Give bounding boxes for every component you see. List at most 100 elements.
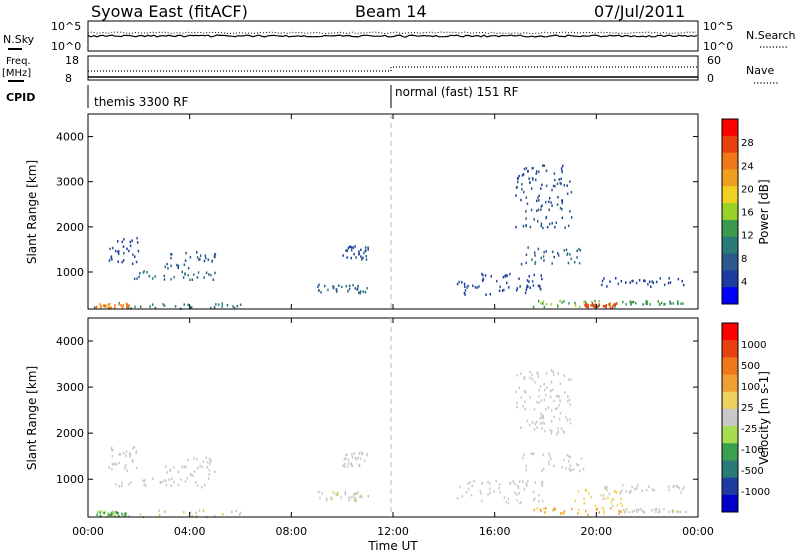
scatter-cell xyxy=(357,463,360,467)
scatter-cell xyxy=(533,508,535,512)
power-y-label: Slant Range [km] xyxy=(25,160,39,264)
scatter-cell xyxy=(646,302,648,306)
scatter-cell xyxy=(643,511,646,514)
scatter-cell xyxy=(358,252,360,255)
scatter-cell xyxy=(135,451,137,455)
scatter-cell xyxy=(520,396,522,399)
scatter-cell xyxy=(610,501,613,504)
scatter-cell xyxy=(367,246,369,249)
scatter-cell xyxy=(680,302,682,305)
scatter-cell xyxy=(606,488,608,492)
scatter-cell xyxy=(125,450,128,453)
scatter-cell xyxy=(133,445,135,449)
scatter-cell xyxy=(187,303,189,307)
scatter-cell xyxy=(118,250,120,253)
scatter-cell xyxy=(576,463,578,466)
scatter-cell xyxy=(518,277,520,280)
scatter-cell xyxy=(133,277,136,281)
scatter-cell xyxy=(126,469,128,473)
colorbar-segment xyxy=(722,374,738,393)
scatter-cell xyxy=(532,305,535,309)
scatter-cell xyxy=(584,300,587,304)
scatter-cell xyxy=(171,253,173,256)
scatter-cell xyxy=(337,492,339,495)
scatter-cell xyxy=(550,389,552,392)
scatter-cell xyxy=(572,468,575,471)
scatter-cell xyxy=(338,284,340,287)
scatter-cell xyxy=(538,170,540,174)
scatter-cell xyxy=(569,422,572,425)
scatter-cell xyxy=(232,305,234,308)
scatter-cell xyxy=(590,495,592,499)
scatter-cell xyxy=(214,470,216,473)
scatter-cell xyxy=(561,512,564,516)
scatter-cell xyxy=(351,456,354,459)
scatter-cell xyxy=(347,290,349,293)
scatter-cell xyxy=(530,452,532,455)
scatter-cell xyxy=(614,490,617,494)
scatter-cell xyxy=(195,514,198,518)
scatter-cell xyxy=(622,300,624,304)
scatter-cell xyxy=(344,462,346,466)
scatter-cell xyxy=(545,216,547,220)
scatter-cell xyxy=(641,489,643,493)
scatter-cell xyxy=(499,483,501,486)
scatter-cell xyxy=(193,457,195,460)
scatter-cell xyxy=(534,262,536,265)
scatter-cell xyxy=(456,282,459,286)
scatter-cell xyxy=(629,281,631,284)
scatter-cell xyxy=(355,499,357,502)
scatter-cell xyxy=(231,510,233,514)
scatter-cell xyxy=(212,278,215,281)
scatter-cell xyxy=(336,493,338,497)
scatter-cell xyxy=(121,306,124,310)
scatter-cell xyxy=(110,511,113,515)
scatter-cell xyxy=(200,486,203,489)
scatter-cell xyxy=(569,210,571,213)
scatter-cell xyxy=(344,492,347,496)
scatter-cell xyxy=(531,177,534,180)
scatter-cell xyxy=(183,263,186,266)
scatter-cell xyxy=(367,495,369,498)
scatter-cell xyxy=(520,198,522,202)
colorbar-frame xyxy=(721,322,739,513)
scatter-cell xyxy=(161,481,163,484)
scatter-cell xyxy=(518,386,521,389)
scatter-cell xyxy=(644,279,646,283)
scatter-cell xyxy=(568,302,570,305)
scatter-cell xyxy=(560,167,563,170)
scatter-cell xyxy=(126,247,128,251)
scatter-cell xyxy=(642,303,644,306)
scatter-cell xyxy=(105,304,107,308)
scatter-cell xyxy=(136,236,138,240)
scatter-cell xyxy=(585,489,588,492)
scatter-cell xyxy=(117,260,119,263)
scatter-cell xyxy=(362,256,364,260)
scatter-cell xyxy=(100,306,102,310)
scatter-cell xyxy=(563,431,565,434)
scatter-cell xyxy=(325,499,328,502)
scatter-cell xyxy=(528,423,531,427)
scatter-cell xyxy=(533,273,535,277)
scatter-cell xyxy=(536,199,538,203)
scatter-cell xyxy=(503,288,505,292)
nave-label: Nave xyxy=(746,64,774,77)
colorbar-segment xyxy=(722,460,738,479)
scatter-cell xyxy=(362,290,364,293)
scatter-cell xyxy=(534,254,536,257)
scatter-cell xyxy=(456,496,459,500)
scatter-cell xyxy=(542,467,545,471)
scatter-cell xyxy=(514,482,516,486)
scatter-cell xyxy=(550,201,552,204)
y-tick-label: 1000 xyxy=(56,473,84,486)
scatter-cell xyxy=(208,469,211,472)
scatter-cell xyxy=(604,497,606,500)
scatter-cell xyxy=(364,290,367,294)
scatter-cell xyxy=(553,415,555,419)
scatter-cell xyxy=(658,510,661,514)
scatter-cell xyxy=(166,262,168,266)
scatter-cell xyxy=(563,300,565,303)
scatter-cell xyxy=(352,246,355,249)
scatter-cell xyxy=(207,461,209,464)
scatter-cell xyxy=(214,271,216,275)
